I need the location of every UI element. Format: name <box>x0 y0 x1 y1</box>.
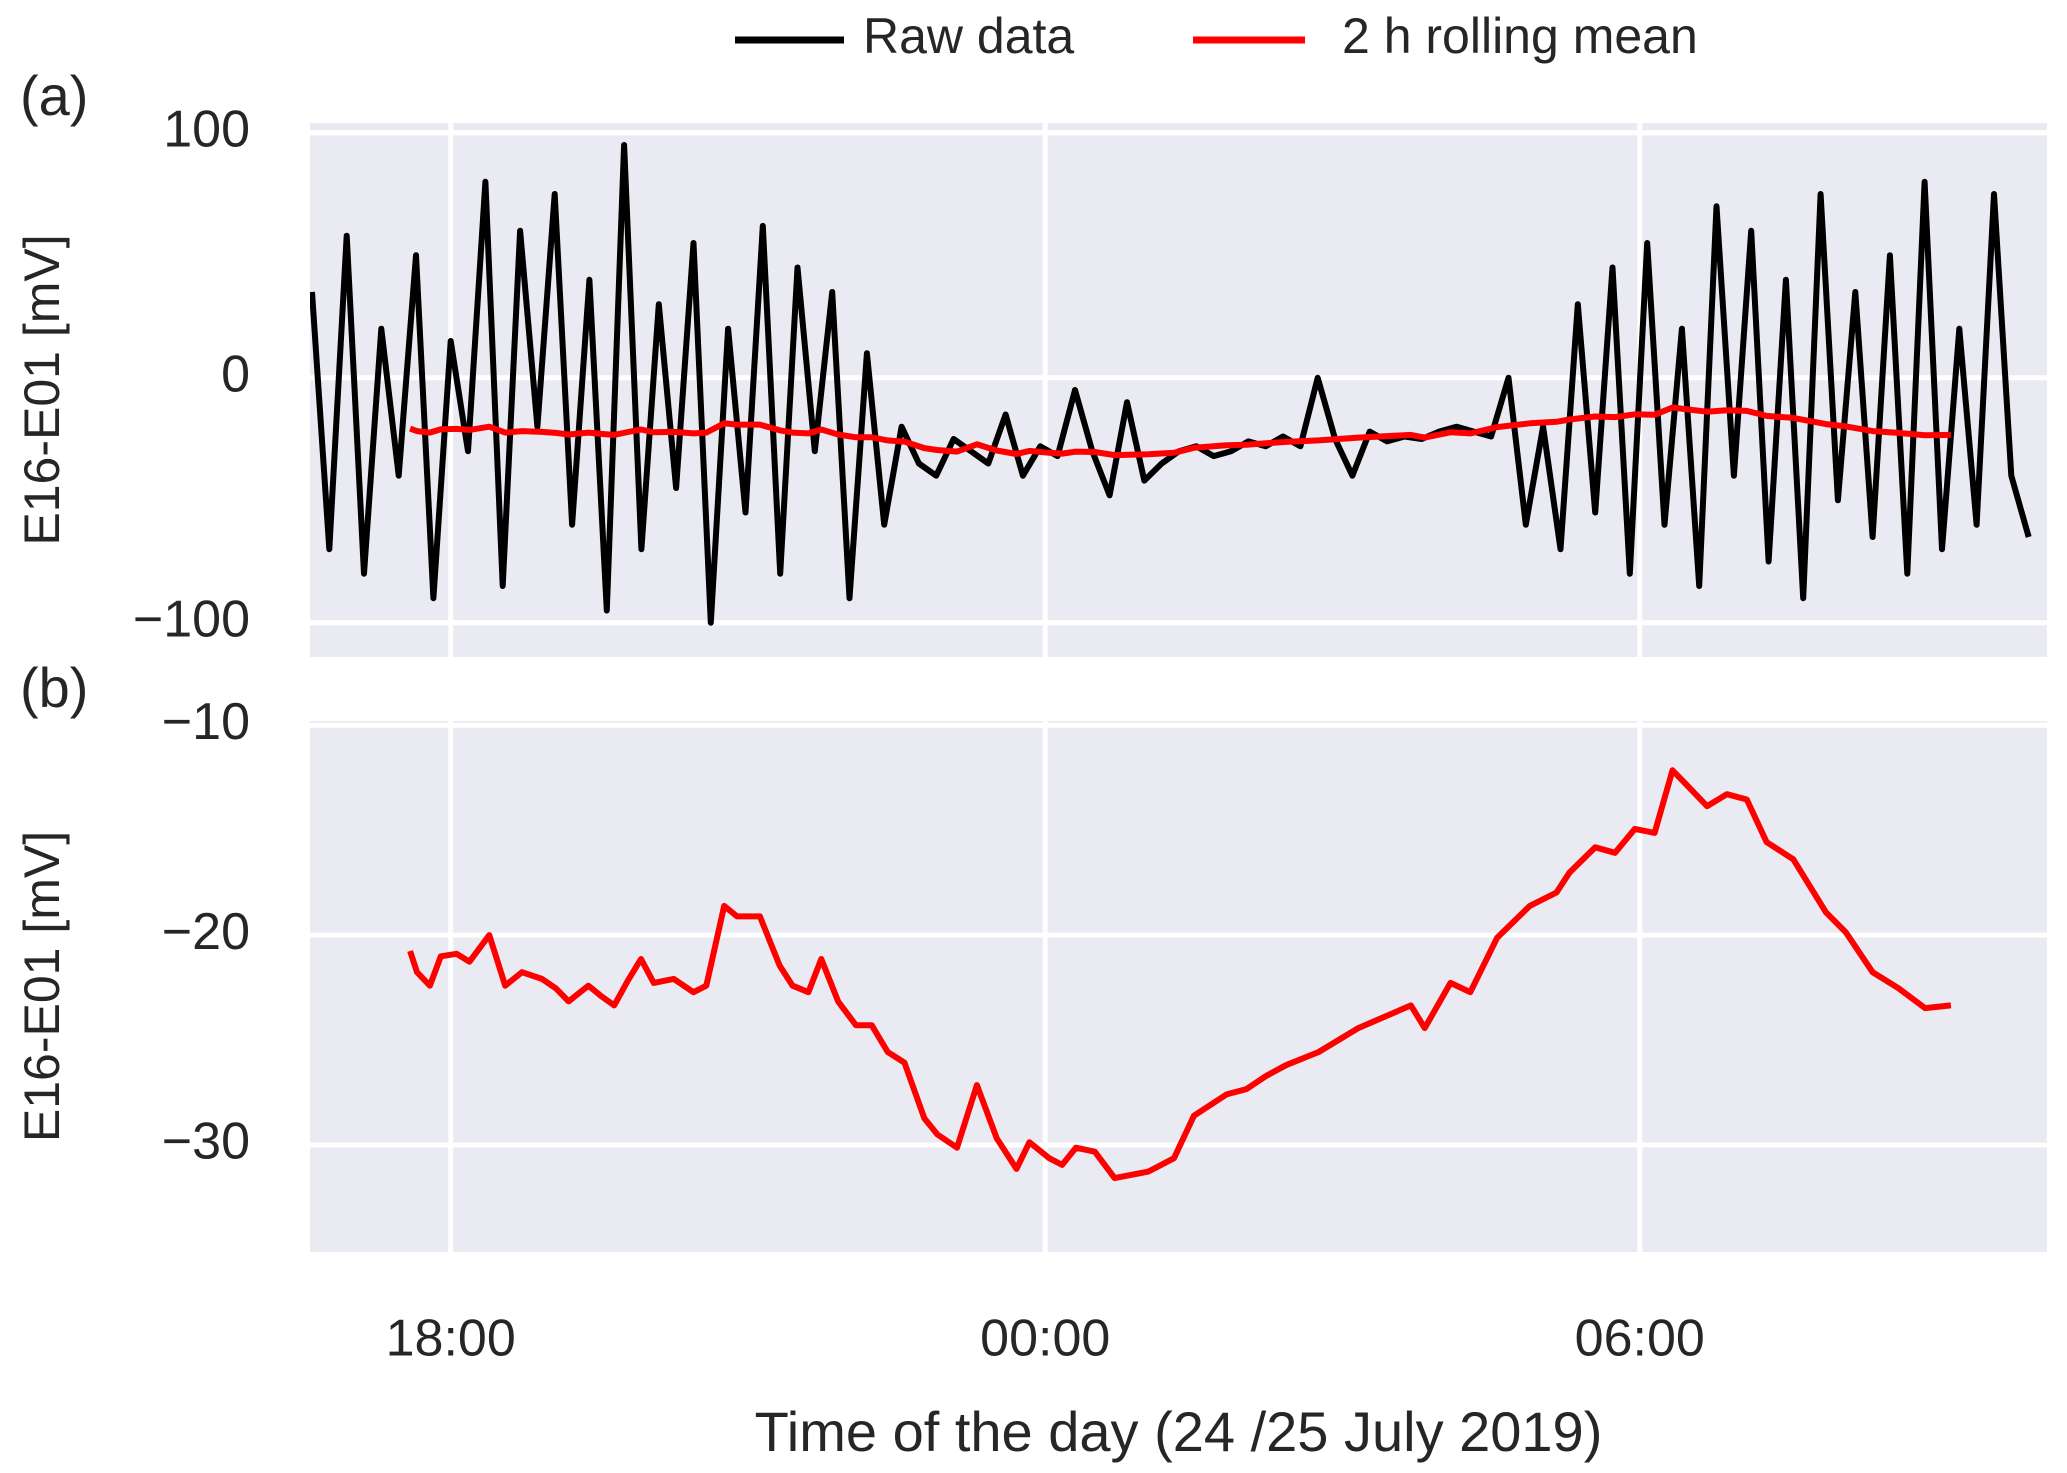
y-tick-label: −20 <box>162 903 250 961</box>
y-tick-label: 0 <box>221 345 250 403</box>
x-axis-label: Time of the day (24 /25 July 2019) <box>755 1400 1603 1463</box>
x-tick-label: 18:00 <box>386 1310 516 1368</box>
legend-label: Raw data <box>863 8 1074 64</box>
y-tick-label: 100 <box>163 101 250 159</box>
panel-label: (a) <box>20 64 88 127</box>
data-line <box>409 404 1951 459</box>
y-axis-label: E16-E01 [mV] <box>14 831 70 1142</box>
y-tick-label: −100 <box>133 590 250 648</box>
plot-background <box>310 721 2047 1252</box>
plot-background <box>310 123 2047 657</box>
y-tick-label: −30 <box>162 1113 250 1171</box>
x-tick-label: 06:00 <box>1575 1310 1705 1368</box>
data-line <box>310 142 2032 626</box>
data-line <box>407 767 1952 1182</box>
legend-label: 2 h rolling mean <box>1342 8 1698 64</box>
y-axis-label: E16-E01 [mV] <box>14 234 70 545</box>
y-tick-label: −10 <box>162 693 250 751</box>
panel-label: (b) <box>20 656 88 719</box>
x-tick-label: 00:00 <box>980 1310 1110 1368</box>
